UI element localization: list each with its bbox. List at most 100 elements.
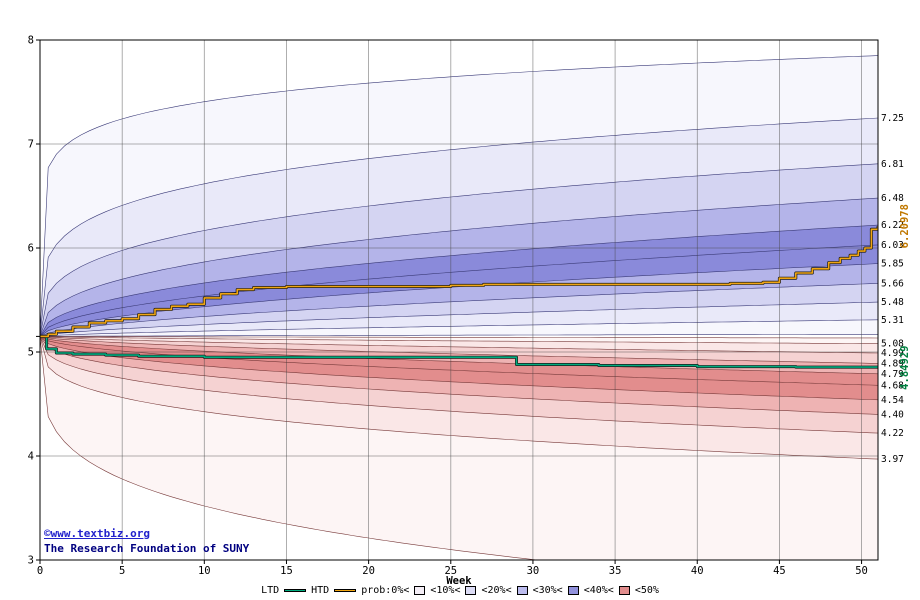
high-fan-boundary-line: [40, 117, 878, 337]
legend-ltd-swatch: [284, 589, 307, 592]
x-tick-label: 30: [527, 565, 540, 577]
x-tick-label: 45: [773, 565, 786, 577]
y-tick-label: 5: [28, 347, 34, 359]
band-final-label: 5.66: [881, 278, 904, 289]
band-final-label: 4.68: [881, 380, 904, 391]
band-final-label: 5.31: [881, 315, 904, 326]
high-fan-band: [40, 118, 878, 337]
high-fan-band: [40, 319, 878, 337]
grid: [40, 40, 878, 560]
y-tick-label: 3: [28, 555, 34, 567]
low-fan-boundary-line: [40, 336, 878, 460]
low-fan-boundary-line: [40, 336, 878, 354]
legend-band-box: [516, 586, 528, 595]
legend-ltd-label: LTD: [261, 585, 280, 596]
y-tick-label: 7: [28, 139, 34, 151]
legend-band-box: [414, 586, 426, 595]
high-fan-band: [40, 283, 878, 337]
low-fan-boundary-line: [40, 336, 878, 344]
x-tick-label: 35: [609, 565, 622, 577]
low-fan-boundary-line: [40, 336, 540, 560]
x-axis-title: Week: [446, 575, 472, 587]
legend-band-label: <30%<: [532, 585, 563, 596]
low-fan-boundary-line: [40, 336, 878, 364]
low-fan-boundary-line: [40, 336, 878, 339]
legend-band-box: [465, 586, 477, 595]
high-fan-band: [40, 263, 878, 337]
credit-organization: The Research Foundation of SUNY: [44, 542, 250, 555]
band-final-label: 4.99: [881, 348, 904, 359]
band-final-label: 4.22: [881, 428, 904, 439]
band-final-label: 6.48: [881, 193, 904, 204]
legend-band-label: <40%<: [583, 585, 614, 596]
high-fan-band: [40, 225, 878, 337]
legend-htd-label: HTD: [311, 585, 330, 596]
low-fan-boundary-line: [40, 336, 878, 415]
ltd-final-label: 4.84929: [899, 346, 911, 390]
htd-final-label: 6.20978: [899, 204, 911, 248]
band-final-labels: 7.25 6.81 6.48 6.22 6.03 5.85 5.66 5.48 5.31 3.97…: [881, 113, 904, 465]
legend-htd-swatch: [334, 589, 357, 592]
low-fan-band: [40, 336, 878, 434]
high-fan-boundary-line: [40, 244, 878, 337]
high-fan-band: [40, 302, 878, 337]
x-tick-label: 5: [119, 565, 125, 577]
y-tick-label: 4: [28, 451, 34, 463]
legend-band-label: <20%<: [481, 585, 512, 596]
x-tick-label: 15: [280, 565, 293, 577]
high-fan-boundary-line: [40, 55, 878, 337]
high-fan-boundary-line: [40, 197, 878, 337]
band-final-label: 5.08: [881, 339, 904, 350]
ltd-line: [40, 335, 878, 368]
band-final-label: 7.25: [881, 113, 904, 124]
legend-band-box: [567, 586, 579, 595]
band-final-label: 4.54: [881, 395, 904, 406]
low-fan-boundary-line: [40, 336, 878, 401]
legend-band-label: <50%: [634, 585, 659, 596]
band-final-label: 3.97: [881, 454, 904, 465]
band-final-label: 5.48: [881, 297, 904, 308]
low-fan-boundary-line: [40, 336, 878, 434]
band-final-label: 6.03: [881, 240, 904, 251]
high-fan-band: [40, 163, 878, 337]
high-fan-boundary-line: [40, 163, 878, 337]
credit-link[interactable]: ©www.textbiz.org: [44, 527, 150, 540]
high-fan-boundary-line: [40, 334, 878, 337]
band-final-label: 6.81: [881, 159, 904, 170]
x-axis: 0 5 10 15 20 25 30 35 40 45 50: [37, 560, 868, 577]
y-axis: 3 4 5 6 7 8: [28, 35, 40, 567]
low-fan-band: [40, 336, 878, 386]
low-fan-band: [40, 336, 878, 415]
htd-line: [40, 226, 878, 338]
high-fan-band: [40, 55, 878, 337]
low-fan-band: [40, 336, 878, 460]
high-fan-boundary-line: [40, 283, 878, 337]
legend-band-label: <10%<: [430, 585, 461, 596]
chart-legend: LTD HTD prob:0%< <10%< <20%< <30%< <40%< <50%: [0, 585, 920, 596]
plot-area: [40, 40, 878, 560]
plot-border: [39, 39, 879, 561]
high-fan-band: [40, 198, 878, 337]
x-tick-label: 10: [198, 565, 211, 577]
x-tick-label: 0: [37, 565, 43, 577]
band-final-label: 4.40: [881, 409, 904, 420]
low-fan-band: [40, 336, 878, 353]
high-fan-boundary-line: [40, 319, 878, 337]
band-final-label: 4.79: [881, 369, 904, 380]
low-fan-band: [40, 336, 878, 560]
x-tick-label: 40: [691, 565, 704, 577]
x-tick-label: 25: [444, 565, 457, 577]
low-fan-band: [40, 336, 878, 344]
legend-band-box: [618, 586, 630, 595]
x-tick-label: 20: [362, 565, 375, 577]
y-tick-label: 8: [28, 35, 34, 47]
x-tick-label: 50: [855, 565, 868, 577]
high-fan-band: [40, 244, 878, 337]
low-fan-band: [40, 336, 878, 400]
high-fan-boundary-line: [40, 301, 878, 337]
band-final-label: 6.22: [881, 220, 904, 231]
high-fan-boundary-line: [40, 224, 878, 337]
y-tick-label: 6: [28, 243, 34, 255]
